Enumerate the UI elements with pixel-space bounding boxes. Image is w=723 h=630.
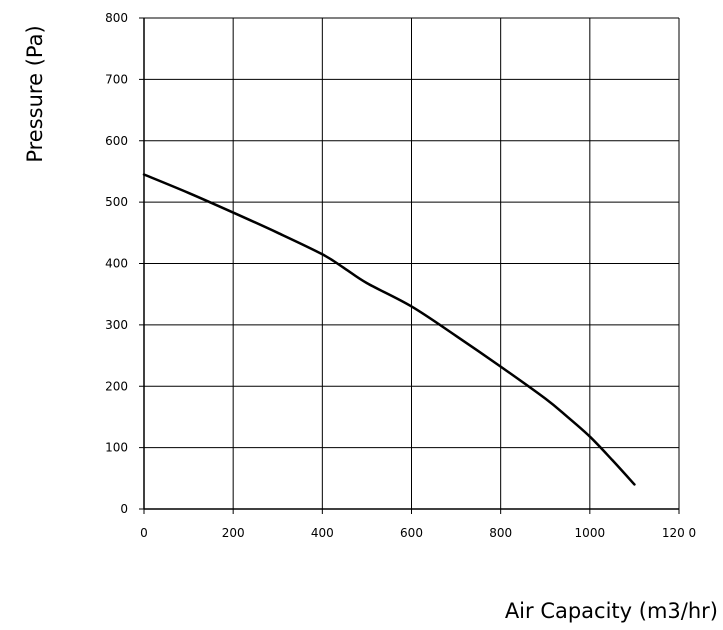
y-tick-label: 100: [105, 441, 128, 455]
x-tick-label: 0: [140, 526, 148, 540]
y-tick-label: 800: [105, 11, 128, 25]
x-tick-label: 1000: [575, 526, 606, 540]
y-tick-label: 0: [120, 502, 128, 516]
y-tick-labels: 0 100 200 300 400 500 600 700 800: [105, 11, 128, 516]
x-tick-label: 600: [400, 526, 423, 540]
grid: [144, 17, 680, 509]
x-tick-label: 800: [489, 526, 512, 540]
axes: [139, 17, 680, 514]
y-tick-label: 200: [105, 379, 128, 393]
x-axis-title: Air Capacity (m3/hr): [505, 599, 718, 623]
y-tick-label: 600: [105, 134, 128, 148]
x-tick-label: 200: [222, 526, 245, 540]
y-tick-label: 500: [105, 195, 128, 209]
series-line: [142, 173, 636, 486]
y-tick-label: 300: [105, 318, 128, 332]
x-tick-label: 120 0: [662, 526, 696, 540]
y-axis-title: Pressure (Pa): [23, 25, 47, 162]
x-tick-labels: 0 200 400 600 800 1000 120 0: [140, 526, 696, 540]
x-tick-label: 400: [311, 526, 334, 540]
y-tick-label: 400: [105, 257, 128, 271]
y-tick-label: 700: [105, 72, 128, 86]
series-group: [142, 173, 636, 486]
